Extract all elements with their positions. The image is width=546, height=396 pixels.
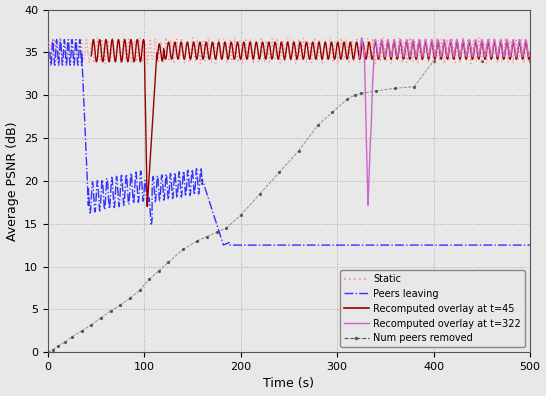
Y-axis label: Average PSNR (dB): Average PSNR (dB): [5, 121, 19, 241]
X-axis label: Time (s): Time (s): [264, 377, 314, 390]
Legend: Static, Peers leaving, Recomputed overlay at t=45, Recomputed overlay at t=322, : Static, Peers leaving, Recomputed overla…: [340, 270, 525, 347]
